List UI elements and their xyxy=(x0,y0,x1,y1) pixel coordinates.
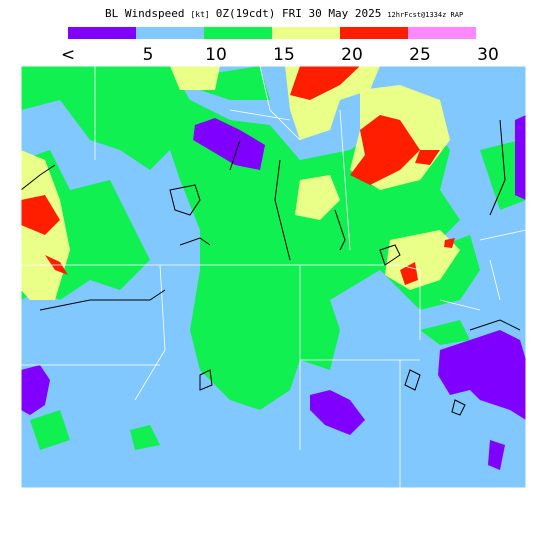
legend-swatch xyxy=(136,27,204,39)
forecast: 12hrFcst@1334z RAP xyxy=(387,11,463,19)
state-borders xyxy=(21,65,527,488)
legend-swatch xyxy=(68,27,136,39)
map-frame xyxy=(20,65,527,489)
wind-lt-5 xyxy=(21,115,526,470)
wind-20-25 xyxy=(21,66,455,285)
legend-label: 25 xyxy=(409,45,431,65)
legend-swatch xyxy=(204,27,272,39)
legend-label: 5 xyxy=(143,45,154,65)
map xyxy=(20,65,527,489)
title: BL Windspeed [kt] 0Z(19cdt) FRI 30 May 202… xyxy=(105,7,463,20)
contours xyxy=(20,119,521,416)
legend: <5 10 15 20 25 30 xyxy=(61,27,499,65)
legend-swatch xyxy=(340,27,408,39)
legend-label: 30 xyxy=(477,45,499,65)
legend-swatch xyxy=(408,27,476,39)
legend-label: < xyxy=(61,45,75,65)
valid-time: 0Z(19cdt) FRI 30 May 2025 xyxy=(216,7,382,20)
legend-label: 15 xyxy=(273,45,295,65)
legend-swatch xyxy=(272,27,340,39)
title-main: BL Windspeed xyxy=(105,7,184,20)
units: [kt] xyxy=(190,10,209,19)
legend-label: 10 xyxy=(205,45,227,65)
legend-label: 20 xyxy=(341,45,363,65)
